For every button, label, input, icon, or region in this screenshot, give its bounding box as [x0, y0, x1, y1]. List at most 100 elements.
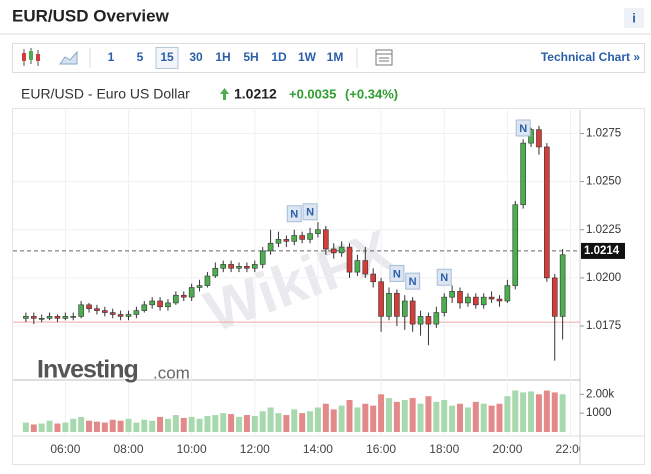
- volume-bar: [93, 421, 100, 432]
- volume-bar: [109, 419, 116, 432]
- volume-bar: [251, 415, 258, 432]
- news-marker-label[interactable]: N: [393, 268, 401, 280]
- volume-bar: [378, 394, 385, 432]
- interval-button[interactable]: 30: [189, 50, 203, 64]
- candle-body: [173, 294, 179, 304]
- volume-bar: [314, 407, 321, 432]
- candle-body: [496, 298, 503, 302]
- interval-button[interactable]: 1H: [215, 50, 230, 64]
- candle-body: [236, 266, 242, 269]
- volume-bar: [520, 392, 527, 432]
- volume-bar: [362, 403, 369, 432]
- candle-body: [196, 285, 203, 288]
- news-marker-label[interactable]: N: [440, 272, 448, 284]
- volume-bar: [559, 394, 566, 432]
- candle-body: [330, 248, 337, 254]
- logo: Investing: [37, 356, 138, 384]
- volume-bar: [125, 418, 132, 432]
- volume-bar: [243, 415, 250, 432]
- candle-body: [394, 292, 400, 317]
- news-marker[interactable]: [389, 264, 405, 282]
- candle-body: [38, 318, 45, 320]
- candle-body: [338, 246, 345, 254]
- volume-bar: [441, 399, 448, 432]
- interval-button[interactable]: 1M: [327, 50, 344, 64]
- volume-bar: [267, 407, 274, 432]
- volume-bar: [472, 401, 479, 432]
- candle-body: [386, 292, 392, 317]
- candle-body: [291, 235, 298, 242]
- volume-bar: [393, 401, 400, 432]
- candle-body: [212, 267, 219, 277]
- info-icon[interactable]: i: [632, 10, 636, 25]
- area-icon[interactable]: [59, 50, 78, 65]
- selected-interval[interactable]: [155, 47, 179, 69]
- technical-chart-link[interactable]: Technical Chart »: [541, 50, 640, 64]
- volume-bar: [417, 403, 424, 432]
- news-marker[interactable]: [436, 268, 452, 286]
- news-marker[interactable]: [302, 203, 318, 221]
- volume-bar: [480, 403, 487, 432]
- volume-bar: [551, 392, 558, 432]
- candle-body: [409, 300, 416, 325]
- news-marker-label[interactable]: N: [519, 123, 527, 135]
- candle-body: [559, 254, 566, 317]
- y-tick-label: 1.0175: [586, 320, 621, 332]
- news-marker-label[interactable]: N: [290, 209, 298, 221]
- volume-bar: [535, 394, 542, 432]
- news-marker[interactable]: [405, 272, 421, 290]
- candle-body: [283, 239, 290, 242]
- candle-body: [315, 229, 321, 234]
- volume-bar: [54, 423, 61, 432]
- candles-icon[interactable]: [22, 48, 40, 66]
- x-tick-label: 16:00: [366, 442, 396, 456]
- interval-button[interactable]: 1: [108, 50, 115, 64]
- up-arrow: [220, 88, 229, 100]
- volume-bar: [78, 416, 85, 432]
- volume-bar: [141, 419, 148, 432]
- candle-body: [46, 316, 53, 319]
- x-tick-label: 08:00: [113, 442, 143, 456]
- x-tick-label: 10:00: [177, 442, 207, 456]
- candle-body: [86, 304, 92, 309]
- news-marker[interactable]: [286, 205, 302, 223]
- volume-bar: [212, 415, 219, 432]
- volume-bar: [512, 390, 519, 432]
- interval-button[interactable]: 1W: [298, 50, 317, 64]
- last-price-label: 1.0214: [584, 245, 620, 257]
- candle-body: [188, 287, 195, 298]
- volume-bar: [133, 422, 140, 432]
- news-marker[interactable]: [515, 119, 531, 137]
- candle-body: [362, 260, 369, 275]
- volume-bar: [38, 423, 45, 432]
- volume-bar: [401, 399, 408, 432]
- news-marker-label[interactable]: N: [409, 276, 417, 288]
- volume-bar: [149, 420, 156, 432]
- x-tick-label: 12:00: [240, 442, 270, 456]
- candle-body: [488, 296, 495, 300]
- y-tick-label: 1.0275: [586, 128, 621, 140]
- volume-bar: [425, 396, 432, 432]
- candle-body: [354, 260, 361, 273]
- candle-body: [504, 285, 511, 302]
- volume-bar: [464, 407, 471, 432]
- candle-body: [102, 310, 108, 313]
- candle-body: [149, 300, 155, 306]
- x-tick-label: 22:00: [556, 442, 586, 456]
- interval-button[interactable]: 15: [160, 50, 174, 64]
- info-button[interactable]: [624, 8, 644, 28]
- candle-body: [457, 291, 463, 304]
- table-icon[interactable]: [375, 49, 393, 66]
- candle-body: [62, 316, 69, 319]
- interval-button[interactable]: 5H: [243, 50, 258, 64]
- x-tick-label: 20:00: [492, 442, 522, 456]
- candle-body: [180, 294, 187, 298]
- interval-button[interactable]: 1D: [271, 50, 287, 64]
- news-marker-label[interactable]: N: [306, 207, 314, 219]
- interval-button[interactable]: 5: [137, 50, 144, 64]
- candle-body: [204, 275, 211, 286]
- volume-bar: [370, 405, 377, 432]
- volume-bar: [283, 415, 290, 432]
- candle-body: [141, 304, 148, 311]
- logo-suffix: .com: [153, 363, 190, 382]
